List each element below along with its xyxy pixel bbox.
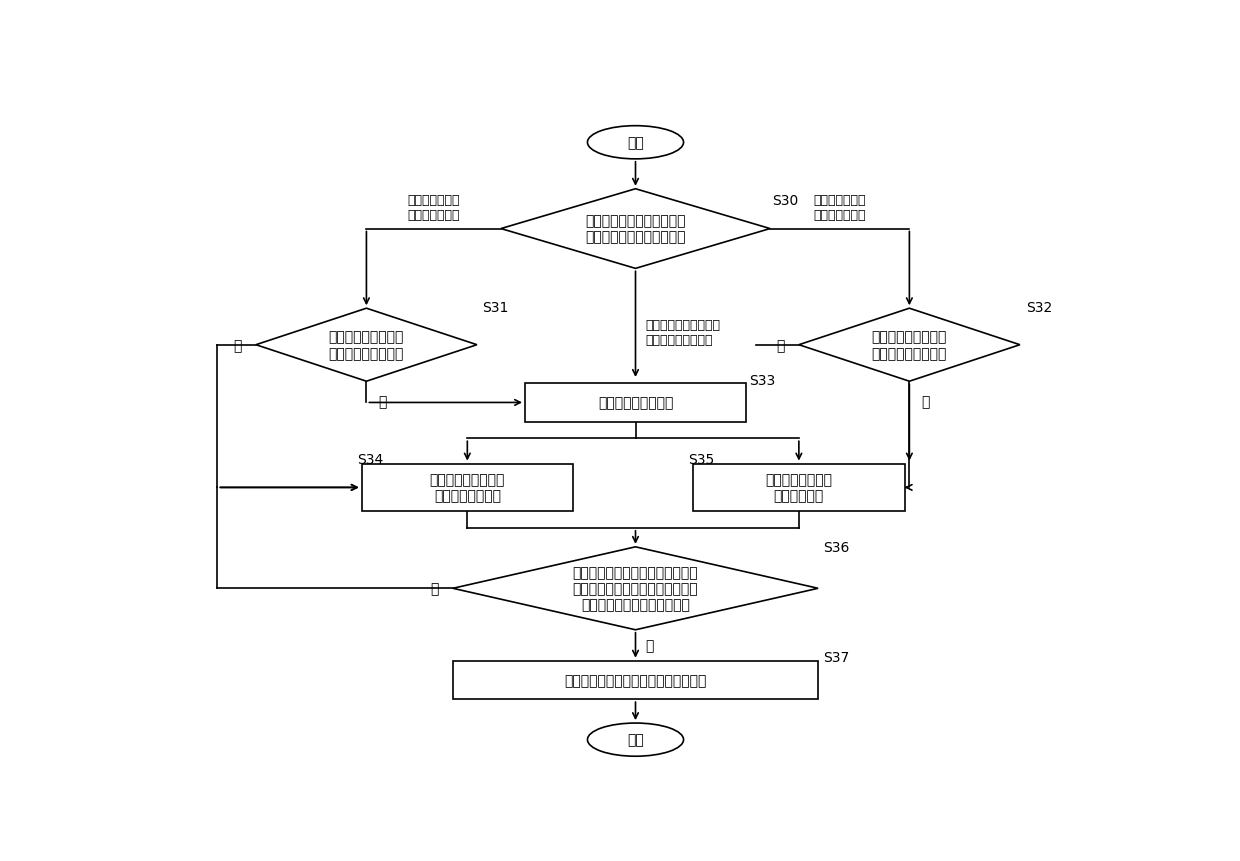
Text: S35: S35 [688,453,714,467]
Polygon shape [501,189,770,269]
Text: 判断预设时间间隔的输出功率比值
是否达到预设范围且预设时间间隔
的输出电压的变化率是否为零: 判断预设时间间隔的输出功率比值 是否达到预设范围且预设时间间隔 的输出电压的变化… [573,566,698,612]
Text: 输出功率比值小
于等于第二阈值: 输出功率比值小 于等于第二阈值 [813,194,866,221]
Bar [362,464,573,511]
Text: 将输出电流给定值
减去迭代步长: 将输出电流给定值 减去迭代步长 [765,473,832,503]
Text: 以输出电流给定值作为输出电流参考值: 以输出电流给定值作为输出电流参考值 [564,673,707,687]
Text: 是: 是 [233,338,242,352]
Text: 是: 是 [921,395,929,409]
Ellipse shape [588,127,683,159]
Text: 判断在预设时间间隔
的输出电压是否减小: 判断在预设时间间隔 的输出电压是否减小 [872,331,947,361]
Text: S30: S30 [773,194,799,208]
Polygon shape [453,548,818,630]
Text: 结束: 结束 [627,733,644,746]
Polygon shape [799,309,1019,381]
Bar [693,464,905,511]
Text: 输出电流给定值不变: 输出电流给定值不变 [598,396,673,410]
Text: 判断在预设时间间隔
的输出电压是否减小: 判断在预设时间间隔 的输出电压是否减小 [329,331,404,361]
Text: S36: S36 [823,540,849,554]
Text: 判断输出功率比值与预设的
第一阈值与第二阈值的关系: 判断输出功率比值与预设的 第一阈值与第二阈值的关系 [585,214,686,245]
Text: 输出功率比值大
于等于第一阈值: 输出功率比值大 于等于第一阈值 [408,194,460,221]
Text: 是: 是 [645,639,653,653]
Text: S34: S34 [357,453,383,467]
Text: 将输出电流给定值加
上预设的迭代步长: 将输出电流给定值加 上预设的迭代步长 [429,473,505,503]
Text: S32: S32 [1025,300,1052,314]
Text: 否: 否 [776,338,785,352]
Text: S33: S33 [749,373,775,387]
Ellipse shape [588,723,683,756]
Polygon shape [255,309,477,381]
Bar [453,661,818,699]
Text: S37: S37 [823,650,849,664]
Text: 输出功率比值大于第二
阈值且小于第一阈值: 输出功率比值大于第二 阈值且小于第一阈值 [645,319,720,347]
Text: S31: S31 [481,300,508,314]
Bar [525,384,746,422]
Text: 否: 否 [378,395,387,409]
Text: 否: 否 [430,582,439,596]
Text: 开始: 开始 [627,136,644,150]
